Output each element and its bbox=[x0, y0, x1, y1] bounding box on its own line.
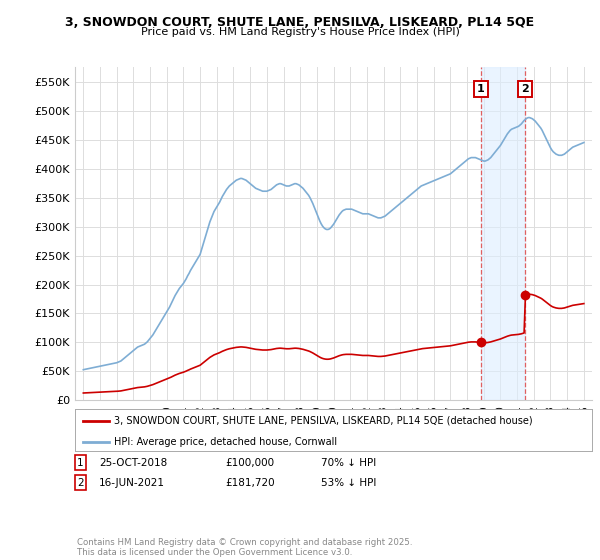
Text: 2: 2 bbox=[521, 84, 529, 94]
Text: Contains HM Land Registry data © Crown copyright and database right 2025.
This d: Contains HM Land Registry data © Crown c… bbox=[77, 538, 412, 557]
Text: £100,000: £100,000 bbox=[225, 458, 274, 468]
Bar bbox=[481, 67, 525, 400]
Text: 16-JUN-2021: 16-JUN-2021 bbox=[99, 478, 165, 488]
Text: Price paid vs. HM Land Registry's House Price Index (HPI): Price paid vs. HM Land Registry's House … bbox=[140, 27, 460, 37]
Text: 2: 2 bbox=[77, 478, 83, 488]
Text: 1: 1 bbox=[477, 84, 485, 94]
Text: 3, SNOWDON COURT, SHUTE LANE, PENSILVA, LISKEARD, PL14 5QE: 3, SNOWDON COURT, SHUTE LANE, PENSILVA, … bbox=[65, 16, 535, 29]
Text: £181,720: £181,720 bbox=[225, 478, 275, 488]
Text: 3, SNOWDON COURT, SHUTE LANE, PENSILVA, LISKEARD, PL14 5QE (detached house): 3, SNOWDON COURT, SHUTE LANE, PENSILVA, … bbox=[114, 416, 532, 426]
Text: 70% ↓ HPI: 70% ↓ HPI bbox=[321, 458, 376, 468]
Text: HPI: Average price, detached house, Cornwall: HPI: Average price, detached house, Corn… bbox=[114, 437, 337, 446]
Text: 53% ↓ HPI: 53% ↓ HPI bbox=[321, 478, 376, 488]
Text: 25-OCT-2018: 25-OCT-2018 bbox=[99, 458, 167, 468]
Text: 1: 1 bbox=[77, 458, 83, 468]
